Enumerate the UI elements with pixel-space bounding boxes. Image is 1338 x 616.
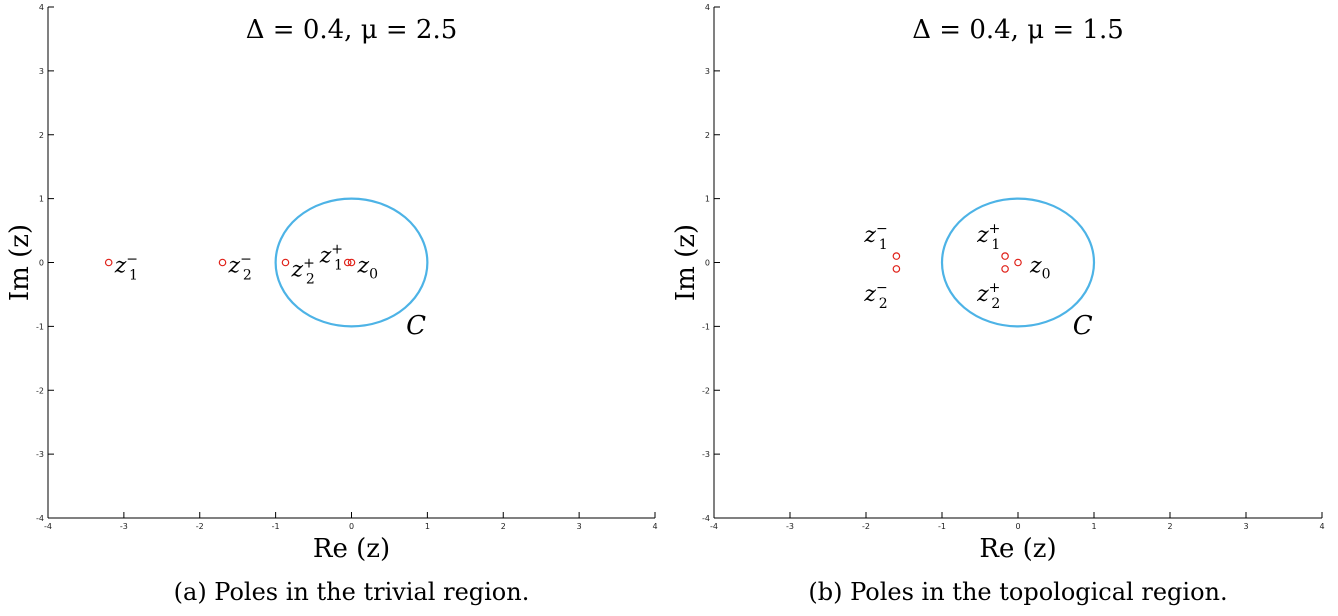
y-tick-label: 0 (39, 259, 44, 268)
panel-a-y-axis-label: Im (z) (5, 224, 35, 301)
panel-a-points (104, 258, 356, 267)
y-tick-label: 4 (39, 3, 44, 12)
x-tick-label: 3 (1243, 522, 1248, 531)
y-tick-label: 2 (39, 131, 44, 140)
pole-point (281, 258, 290, 267)
pole-point (347, 258, 356, 267)
y-tick-label: -1 (702, 322, 710, 331)
pole-label: z− 2 (228, 252, 252, 284)
y-tick-label: -3 (36, 450, 44, 459)
pole-point (1001, 252, 1009, 260)
pole-point (104, 258, 113, 267)
y-tick-label: -4 (36, 514, 44, 523)
x-tick-label: -1 (272, 522, 280, 531)
panel-a-point-labels: z− 1 z− 2 z+ 2z+ 1 z0 (114, 242, 378, 288)
pole-point (892, 265, 901, 273)
x-tick-label: -3 (786, 522, 794, 531)
x-tick-label: -4 (710, 522, 718, 531)
panel-b-title: Δ = 0.4, μ = 1.5 (912, 15, 1124, 45)
pole-label: z+ 2 (290, 256, 314, 288)
pole-label: z+ 2 (976, 280, 1000, 312)
panel-b-x-axis-label: Re (z) (979, 534, 1056, 564)
panel-b-axes (713, 7, 1322, 519)
x-tick-label: -1 (938, 522, 946, 531)
x-tick-label: -2 (862, 522, 870, 531)
panel-a-x-axis-label: Re (z) (313, 534, 390, 564)
y-tick-label: 3 (39, 67, 44, 76)
y-tick-label: -3 (702, 450, 710, 459)
panel-a-title: Δ = 0.4, μ = 2.5 (246, 15, 458, 45)
pole-label: z0 (357, 254, 379, 283)
y-tick-label: 2 (705, 131, 710, 140)
panel-b-ticks: -4 -3 -2 -1 0 1 2 3 4 -4 -3 -2 -1 0 1 2 3 4 (702, 3, 1325, 531)
y-tick-label: -4 (702, 514, 710, 523)
contour-circle (274, 197, 429, 328)
contour-circle (940, 197, 1096, 328)
y-tick-label: 3 (705, 67, 710, 76)
panel-b-points (892, 252, 1022, 273)
pole-label: z− 2 (863, 280, 887, 312)
x-tick-label: -4 (44, 522, 52, 531)
pole-label: z− 1 (114, 252, 138, 284)
panel-b-contour (940, 197, 1096, 328)
panel-a-contour-label: C (406, 311, 426, 341)
panel-b-caption: (b) Poles in the topological region. (808, 578, 1227, 606)
x-tick-label: 0 (1015, 522, 1020, 531)
x-tick-label: 0 (349, 522, 354, 531)
y-tick-label: -2 (702, 386, 710, 395)
pole-point (892, 252, 901, 260)
y-tick-label: 0 (705, 259, 710, 268)
x-tick-label: 1 (1091, 522, 1096, 531)
pole-point (343, 258, 352, 267)
x-tick-label: 2 (501, 522, 506, 531)
panel-a-caption: (a) Poles in the trivial region. (174, 578, 530, 606)
x-tick-label: 4 (652, 522, 657, 531)
y-tick-label: -1 (36, 322, 44, 331)
pole-point (1001, 265, 1009, 273)
x-tick-label: 4 (1319, 522, 1324, 531)
pole-label: z0 (1029, 254, 1051, 283)
y-tick-label: 4 (705, 3, 710, 12)
pole-point (1014, 258, 1022, 267)
pole-label: z− 1 (863, 221, 887, 253)
y-tick-label: -2 (36, 386, 44, 395)
panel-a-contour (274, 197, 429, 328)
x-tick-label: 1 (425, 522, 430, 531)
y-tick-label: 1 (39, 195, 44, 204)
x-tick-label: 3 (577, 522, 582, 531)
panel-a-ticks: -4 -3 -2 -1 0 1 2 3 4 -4 -3 -2 -1 0 1 2 3 4 (36, 3, 658, 531)
pole-label: z+ 1 (319, 242, 343, 274)
pole-point (218, 258, 227, 267)
panel-b-contour-label: C (1073, 311, 1093, 341)
panel-b-point-labels: z− 1 z− 2 z+ 1 z+ 2 z0 (863, 221, 1050, 312)
y-tick-label: 1 (705, 195, 710, 204)
pole-label: z+ 1 (976, 221, 1000, 253)
x-tick-label: 2 (1167, 522, 1172, 531)
panel-b-y-axis-label: Im (z) (671, 224, 701, 301)
x-tick-label: -2 (196, 522, 204, 531)
x-tick-label: -3 (120, 522, 128, 531)
